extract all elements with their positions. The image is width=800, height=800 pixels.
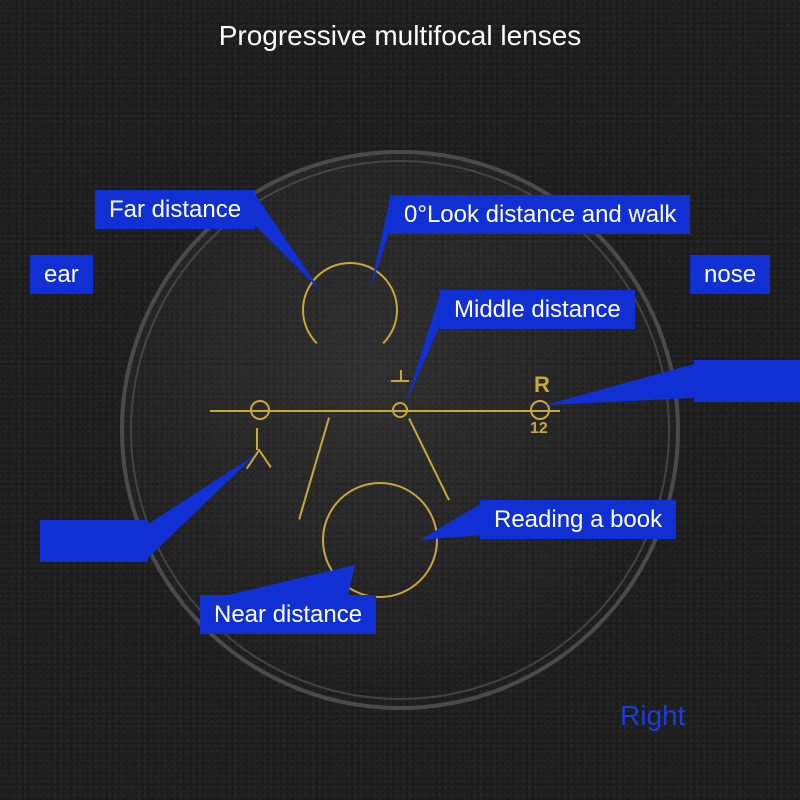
engraving-R-sub: 12	[530, 420, 548, 438]
label-empty_r	[694, 360, 800, 402]
label-nose: nose	[690, 255, 770, 294]
label-reading: Reading a book	[480, 500, 676, 539]
label-far: Far distance	[95, 190, 255, 229]
right-indicator: Right	[620, 700, 685, 732]
page-title: Progressive multifocal lenses	[0, 20, 800, 52]
label-near: Near distance	[200, 595, 376, 634]
engraving-R: R	[534, 372, 550, 398]
label-empty_l	[40, 520, 148, 562]
diagram-stage: Progressive multifocal lenses R 12 Far di…	[0, 0, 800, 800]
label-middle: Middle distance	[440, 290, 635, 329]
label-ear: ear	[30, 255, 93, 294]
label-look0: 0°Look distance and walk	[390, 195, 690, 234]
